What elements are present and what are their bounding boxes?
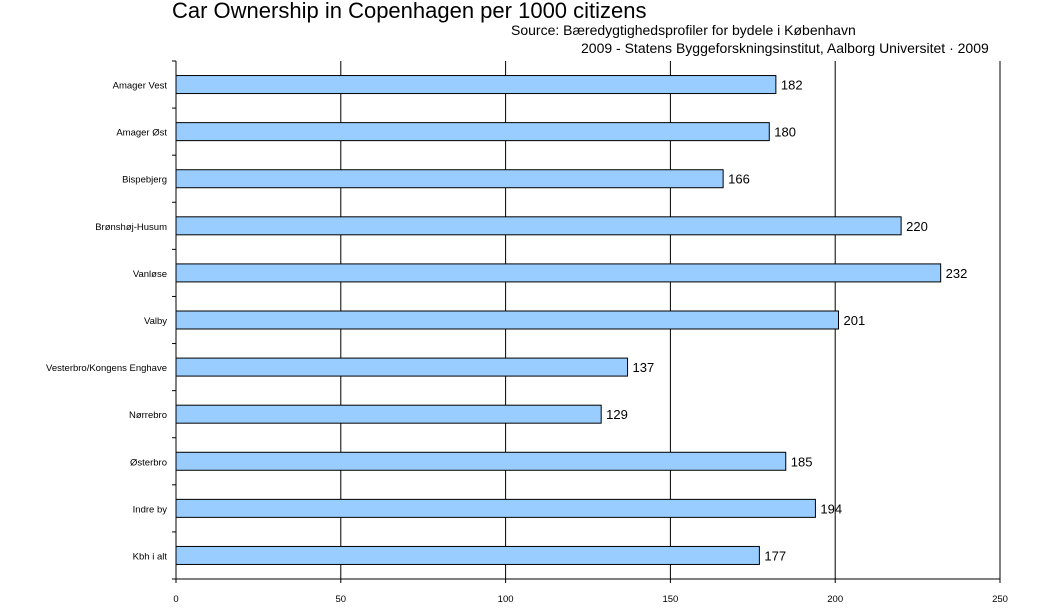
- value-label-5: 201: [843, 313, 865, 328]
- category-label-6: Vesterbro/Kongens Enghave: [46, 363, 167, 374]
- source-line-2: 2009 - Statens Byggeforskningsinstitut, …: [581, 40, 989, 56]
- value-label-2: 166: [728, 172, 750, 187]
- value-label-4: 232: [946, 266, 968, 281]
- value-label-10: 177: [764, 548, 786, 563]
- category-label-4: Vanløse: [133, 269, 167, 280]
- bar-0: [175, 75, 777, 95]
- bar-2: [175, 169, 724, 189]
- x-tick-label-200: 200: [827, 594, 843, 605]
- value-label-7: 129: [606, 407, 628, 422]
- x-tick-label-150: 150: [662, 594, 678, 605]
- x-tick-label-250: 250: [992, 594, 1008, 605]
- x-tick-label-50: 50: [336, 594, 347, 605]
- chart-title: Car Ownership in Copenhagen per 1000 cit…: [172, 0, 647, 23]
- value-label-1: 180: [774, 125, 796, 140]
- value-label-0: 182: [781, 78, 803, 93]
- category-label-7: Nørrebro: [129, 410, 167, 421]
- bar-9: [175, 498, 816, 518]
- bar-1: [175, 122, 770, 142]
- category-label-3: Brønshøj-Husum: [95, 222, 167, 233]
- value-label-6: 137: [633, 360, 655, 375]
- category-label-5: Valby: [144, 316, 167, 327]
- value-label-3: 220: [906, 219, 928, 234]
- bar-6: [175, 357, 629, 377]
- labels: 182 Amager Vest 180 Amager Øst 166 Bispebjerg…: [46, 78, 1008, 605]
- category-label-8: Østerbro: [130, 457, 167, 468]
- value-label-8: 185: [791, 454, 813, 469]
- category-label-10: Kbh i alt: [133, 551, 168, 562]
- bar-8: [175, 451, 787, 471]
- category-label-0: Amager Vest: [113, 81, 168, 92]
- category-label-2: Bispebjerg: [122, 175, 167, 186]
- bar-5: [175, 310, 839, 330]
- x-tick-label-0: 0: [173, 594, 178, 605]
- category-label-1: Amager Øst: [116, 128, 167, 139]
- category-label-9: Indre by: [133, 504, 168, 515]
- bars: [175, 75, 942, 565]
- bar-7: [175, 404, 602, 424]
- value-label-9: 194: [820, 501, 842, 516]
- axes: [172, 60, 1001, 583]
- x-tick-label-100: 100: [498, 594, 514, 605]
- source-line-1: Source: Bæredygtighedsprofiler for bydel…: [511, 22, 856, 38]
- bar-4: [175, 263, 942, 283]
- bar-10: [175, 545, 760, 565]
- bar-3: [175, 216, 902, 236]
